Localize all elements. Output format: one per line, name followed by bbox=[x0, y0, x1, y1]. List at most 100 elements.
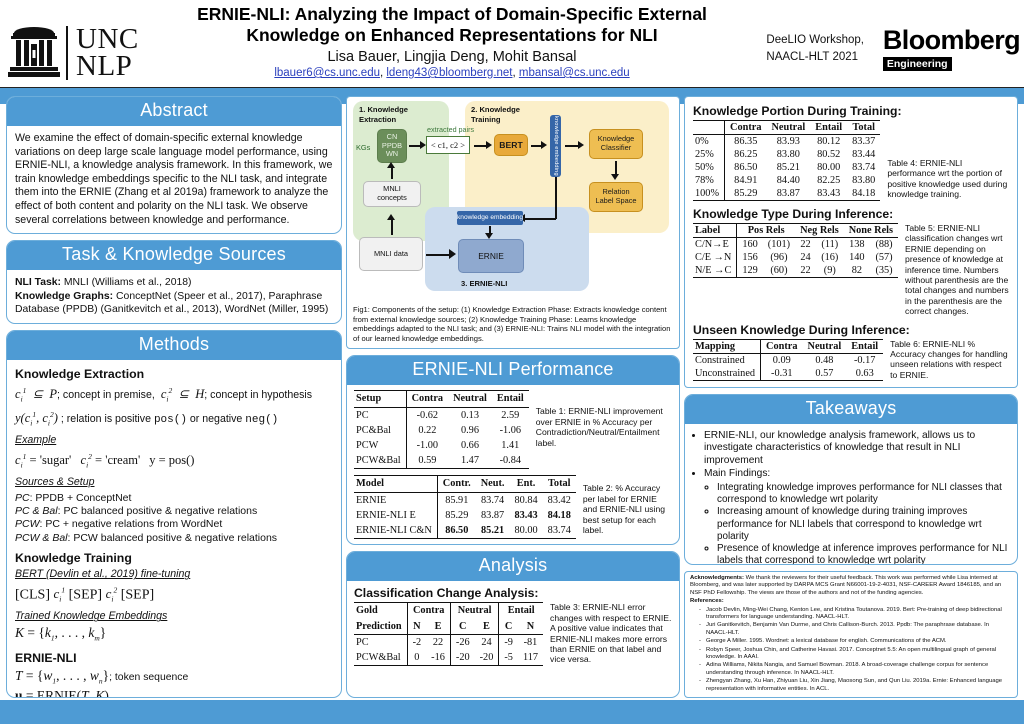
email-list: lbauer6@cs.unc.edu, ldeng43@bloomberg.ne… bbox=[150, 67, 754, 79]
mnli-concepts-node: MNLI concepts bbox=[363, 181, 421, 207]
arrow-embedding-to-classifier bbox=[565, 145, 579, 147]
figure-panel: 1. Knowledge Extraction 2. Knowledge Train… bbox=[346, 96, 680, 350]
task-sources-heading: Task & Knowledge Sources bbox=[7, 241, 341, 271]
right-column: Knowledge Portion During Training: Contr… bbox=[684, 96, 1018, 698]
venue-conference: NAACL-HLT 2021 bbox=[766, 51, 859, 63]
analysis-heading: Analysis bbox=[347, 552, 679, 582]
email-link-bauer[interactable]: lbauer6@cs.unc.edu bbox=[274, 67, 380, 79]
bloomberg-logo: Bloomberg Engineering bbox=[882, 25, 1021, 72]
email-link-deng[interactable]: ldeng43@bloomberg.net bbox=[386, 67, 513, 79]
unc-line: UNC bbox=[76, 23, 139, 55]
th: Neutral bbox=[766, 120, 811, 135]
takeaways-list: ERNIE-NLI, our knowledge analysis framew… bbox=[691, 430, 1011, 564]
th: Contra bbox=[724, 120, 767, 135]
table-row: Setup Contra Neutral Entail bbox=[354, 390, 529, 408]
th: Contra bbox=[760, 338, 803, 354]
table-row: 50% 86.50 85.21 80.00 83.74 bbox=[695, 161, 876, 174]
classification-change-heading: Classification Change Analysis: bbox=[354, 586, 539, 601]
takeaways-heading: Takeaways bbox=[685, 394, 1017, 424]
table-row: 100% 85.29 83.87 83.43 84.18 bbox=[693, 187, 881, 201]
table-row: PCW -1.00 0.66 1.41 bbox=[354, 437, 529, 454]
arrow-embedding-left bbox=[525, 218, 556, 220]
list-item: Adina Williams, Nikita Nangia, and Samue… bbox=[699, 662, 1012, 677]
th: Label bbox=[693, 223, 737, 238]
table-row: Prediction N E C E C N bbox=[354, 618, 544, 635]
references-label: References: bbox=[690, 598, 724, 605]
results-tables-panel: Knowledge Portion During Training: Contr… bbox=[684, 96, 1018, 388]
k-set-formula: K = {k1, . . . , km} bbox=[15, 624, 107, 643]
table-row: ERNIE-NLI E 85.29 83.87 83.43 84.18 bbox=[354, 507, 576, 523]
table6: Mapping Contra Neutral Entail Constraine… bbox=[693, 338, 884, 381]
table-row: ERNIE-NLI C&N 86.50 85.21 80.00 83.74 bbox=[354, 523, 576, 540]
th: Neutral bbox=[802, 338, 847, 354]
email-link-bansal[interactable]: mbansal@cs.unc.edu bbox=[518, 67, 630, 79]
pos-function: pos() bbox=[153, 413, 187, 426]
table-row: Model Contr. Neut. Ent. Total bbox=[354, 475, 576, 493]
th: Prediction bbox=[354, 618, 408, 635]
example-y-pos: y = pos() bbox=[149, 452, 195, 467]
table-row: PCW&Bal 0.59 1.47 -0.84 bbox=[354, 453, 529, 470]
th bbox=[693, 120, 725, 135]
extracted-pairs-label: extracted pairs bbox=[427, 125, 475, 134]
u-ernie-formula: u = ERNIE(T, K) bbox=[15, 688, 109, 698]
list-item: Robyn Speer, Joshua Chin, and Catherine … bbox=[699, 647, 1012, 662]
methods-heading: Methods bbox=[7, 330, 341, 360]
arrowhead bbox=[420, 141, 426, 149]
table6-block: Mapping Contra Neutral Entail Constraine… bbox=[693, 338, 1009, 381]
mnli-data-node: MNLI data bbox=[359, 237, 423, 271]
th: Entail bbox=[810, 120, 848, 135]
takeaways-panel: Takeaways ERNIE-NLI, our knowledge analy… bbox=[684, 393, 1018, 565]
author-list: Lisa Bauer, Lingjia Deng, Mohit Bansal bbox=[327, 49, 577, 65]
table-row: C/E →N 156 (96) 24 (16) 140 (57) bbox=[695, 251, 893, 264]
table3-caption: Table 3: ERNIE-NLI error changes with re… bbox=[550, 602, 672, 665]
arrowhead bbox=[485, 233, 493, 239]
list-item: Juri Ganitkevitch, Benjamin Van Durme, a… bbox=[699, 622, 1012, 637]
list-item: Integrating knowledge improves performan… bbox=[717, 482, 1011, 506]
source-desc: : PC balanced positive & negative relati… bbox=[57, 504, 258, 517]
th: Model bbox=[354, 475, 438, 493]
abstract-heading: Abstract bbox=[7, 97, 341, 126]
th: N bbox=[406, 618, 427, 635]
table-row: PCW&Bal 0 -16 -20 -20 -5 117 bbox=[354, 650, 544, 667]
main-findings-label: Main Findings: bbox=[704, 468, 771, 480]
table1-block: Setup Contra Neutral Entail PC -0.62 0.13 2… bbox=[354, 390, 672, 470]
source-desc: : PPDB + ConceptNet bbox=[29, 491, 132, 504]
references-list: Jacob Devlin, Ming-Wei Chang, Kenton Lee… bbox=[690, 607, 1012, 693]
arrow-classifier-to-relation bbox=[615, 161, 617, 175]
kgs-label: KGs bbox=[356, 143, 371, 152]
bloomberg-wordmark: Bloomberg bbox=[882, 25, 1021, 55]
knowledge-training-heading: Knowledge Training bbox=[15, 551, 132, 566]
abstract-panel: Abstract We examine the effect of domain… bbox=[6, 96, 342, 235]
table2-block: Model Contr. Neut. Ent. Total ERNIE 85.91… bbox=[354, 475, 672, 540]
table-row: Constrained 0.09 0.48 -0.17 bbox=[695, 353, 876, 367]
knowledge-graphs-line: Knowledge Graphs: ConceptNet (Speer et a… bbox=[15, 290, 333, 317]
old-well-icon bbox=[8, 24, 60, 82]
arrow-pairs-to-bert bbox=[474, 145, 487, 147]
performance-heading: ERNIE-NLI Performance bbox=[347, 356, 679, 386]
table3-block: Gold Contra Neutral Entail Prediction N … bbox=[354, 602, 672, 667]
th: Neut. bbox=[475, 475, 510, 493]
concept-premise-formula: ci1 ⊆ P; concept in premise, ci2 ⊆ H; co… bbox=[15, 386, 313, 404]
acknowledgments-text: Acknowledgments: We thank the reviewers … bbox=[690, 575, 1012, 597]
architecture-diagram: 1. Knowledge Extraction 2. Knowledge Train… bbox=[347, 97, 679, 303]
unseen-knowledge-heading: Unseen Knowledge During Inference: bbox=[693, 322, 910, 337]
references-block: References: Jacob Devlin, Ming-Wei Chang… bbox=[690, 598, 1012, 693]
th: Setup bbox=[354, 390, 407, 408]
acknowledgments-body: We thank the reviewers for their useful … bbox=[690, 574, 1002, 596]
methods-panel: Methods Knowledge Extraction ci1 ⊆ P; co… bbox=[6, 329, 342, 698]
nli-task-label: NLI Task: bbox=[15, 277, 61, 289]
th: Contra bbox=[405, 390, 449, 408]
unc-nlp-wordmark: UNC NLP bbox=[66, 23, 139, 81]
venue-workshop: DeeLIO Workshop, bbox=[766, 34, 864, 46]
th: Neutral bbox=[449, 602, 499, 619]
source-row: PCW & Bal: PCW balanced positive & negat… bbox=[15, 532, 333, 545]
th: Neg Rels bbox=[795, 223, 844, 238]
source-name: PCW bbox=[15, 518, 40, 531]
relation-note-2: or negative bbox=[189, 412, 243, 425]
page-title: ERNIE-NLI: Analyzing the Impact of Domai… bbox=[197, 4, 707, 45]
example-sugar: = 'sugar' bbox=[29, 452, 72, 467]
arrowhead bbox=[578, 141, 584, 149]
arrow-data-to-ernie bbox=[426, 254, 450, 256]
arrow-data-to-concepts bbox=[391, 219, 393, 235]
zone2-label: 2. Knowledge Training bbox=[471, 105, 520, 124]
